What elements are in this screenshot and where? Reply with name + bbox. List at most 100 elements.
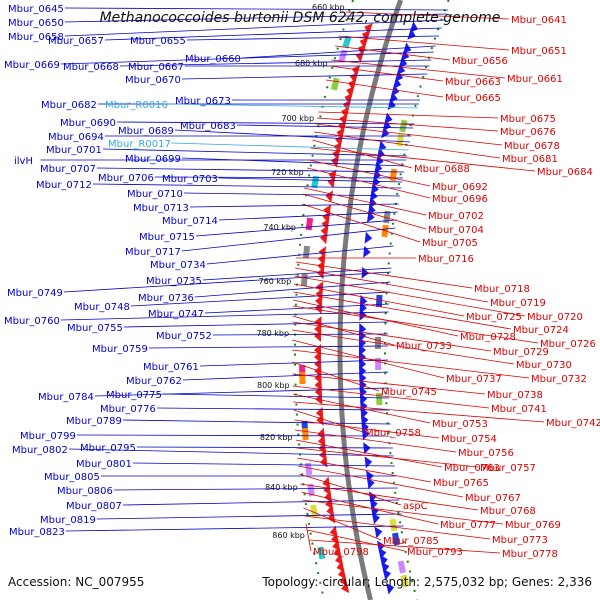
gene-label: aspC xyxy=(403,501,428,512)
gene-label: Mbur_0795 xyxy=(80,443,136,454)
gene-label: Mbur_0778 xyxy=(502,549,558,560)
label-leader xyxy=(305,523,312,552)
gene-label: Mbur_0789 xyxy=(66,416,122,427)
label-leader xyxy=(303,193,427,230)
reverse-gene-marker xyxy=(315,392,323,405)
gene-label: Mbur_0651 xyxy=(511,46,567,57)
reverse-gene-marker xyxy=(342,99,351,112)
label-leader xyxy=(241,45,436,59)
gene-label: Mbur_0799 xyxy=(20,431,76,442)
gene-label: Mbur_0712 xyxy=(36,180,92,191)
gene-label: Mbur_0734 xyxy=(150,260,206,271)
label-leader xyxy=(202,267,392,281)
label-leader xyxy=(182,371,389,381)
gene-label: Mbur_0670 xyxy=(125,75,181,86)
scale-tick-label: 760 kbp xyxy=(259,277,292,286)
label-leader xyxy=(306,529,406,552)
gene-label: ilvH xyxy=(14,156,33,167)
label-leader xyxy=(206,245,394,265)
gene-label: Mbur_0656 xyxy=(452,56,508,67)
gene-label: Mbur_0777 xyxy=(440,520,496,531)
scale-tick-label: 780 kbp xyxy=(256,329,289,338)
gene-label: Mbur_0760 xyxy=(4,316,60,327)
gene-label: Mbur_0673 xyxy=(175,96,231,107)
label-leader xyxy=(170,142,409,151)
gene-label: Mbur_0733 xyxy=(396,341,452,352)
gene-label: Mbur_0757 xyxy=(480,463,536,474)
forward-gene-marker xyxy=(385,582,395,595)
gene-label: Mbur_0661 xyxy=(507,74,563,85)
gene-label: Mbur_0763 xyxy=(444,463,500,474)
label-leader xyxy=(122,499,400,506)
label-leader xyxy=(329,65,444,82)
gene-label: Mbur_0689 xyxy=(118,126,174,137)
label-leader xyxy=(94,387,389,397)
gene-label: Mbur_0732 xyxy=(531,374,587,385)
gene-label: Mbur_0742 xyxy=(546,418,600,429)
forward-gene-marker xyxy=(374,526,383,539)
gene-label: Mbur_0641 xyxy=(511,15,567,26)
gene-label: Mbur_0688 xyxy=(414,164,470,175)
label-leader xyxy=(181,73,428,80)
gene-label: Mbur_0793 xyxy=(407,547,463,558)
gene-label: Mbur_0765 xyxy=(433,478,489,489)
gene-label: Mbur_0645 xyxy=(8,4,64,15)
tick-ring-inner xyxy=(294,0,354,600)
label-leader xyxy=(291,361,380,392)
gene-label: Mbur_0805 xyxy=(44,472,100,483)
label-leader xyxy=(156,407,390,411)
forward-gene-marker xyxy=(381,126,390,139)
forward-gene-marker xyxy=(366,477,375,490)
reverse-gene-marker xyxy=(346,85,355,98)
gene-features xyxy=(299,21,419,595)
label-leader xyxy=(294,429,457,453)
gene-label: Mbur_0807 xyxy=(66,501,122,512)
reverse-gene-marker xyxy=(351,65,361,77)
label-leader xyxy=(60,311,389,321)
gene-label: Mbur_0728 xyxy=(460,332,516,343)
label-leader xyxy=(195,219,397,237)
label-leader xyxy=(236,124,414,129)
label-leader xyxy=(186,35,440,41)
gene-label: Mbur_0682 xyxy=(41,100,97,111)
label-leader xyxy=(189,203,399,208)
gene-label: Mbur_0669 xyxy=(4,60,60,71)
scale-tick-label: 660 kbp xyxy=(312,3,345,12)
annotation-block xyxy=(300,273,308,287)
gene-label: Mbur_0663 xyxy=(445,77,501,88)
label-leader xyxy=(96,167,405,173)
forward-gene-marker xyxy=(363,245,371,258)
genome-summary-text: Topology: circular; Length: 2,575,032 bp… xyxy=(261,575,592,589)
gene-label: Mbur_0718 xyxy=(474,284,530,295)
gene-label: Mbur_0692 xyxy=(432,182,488,193)
reverse-gene-marker xyxy=(364,23,373,35)
scale-tick-label: 820 kbp xyxy=(260,433,293,442)
gene-label: Mbur_0724 xyxy=(513,325,569,336)
label-leader xyxy=(308,159,431,187)
gene-label: Mbur_0678 xyxy=(504,141,560,152)
scale-tick-label: 720 kbp xyxy=(271,168,304,177)
gene-label: Mbur_0683 xyxy=(180,121,236,132)
gene-label: Mbur_0713 xyxy=(133,203,189,214)
reverse-gene-marker xyxy=(341,581,350,594)
label-leader xyxy=(132,462,395,467)
label-leader xyxy=(292,393,431,424)
label-leader xyxy=(181,227,396,252)
gene-label: Mbur_0737 xyxy=(446,374,502,385)
gene-label: Mbur_0755 xyxy=(67,323,123,334)
gene-label: Mbur_0657 xyxy=(48,36,104,47)
gene-label: Mbur_0729 xyxy=(493,347,549,358)
forward-gene-marker xyxy=(364,456,373,469)
scale-tick-label: 840 kbp xyxy=(265,483,298,492)
label-leader xyxy=(307,167,431,199)
annotation-block xyxy=(389,518,398,532)
gene-label: Mbur_0753 xyxy=(432,419,488,430)
label-leader xyxy=(104,27,442,41)
label-leader xyxy=(314,131,501,159)
scale-tick-label: 800 kbp xyxy=(257,381,290,390)
gene-label: Mbur_0710 xyxy=(127,189,183,200)
label-leader xyxy=(331,59,506,79)
reverse-gene-marker xyxy=(361,30,371,42)
label-leader xyxy=(312,139,413,169)
